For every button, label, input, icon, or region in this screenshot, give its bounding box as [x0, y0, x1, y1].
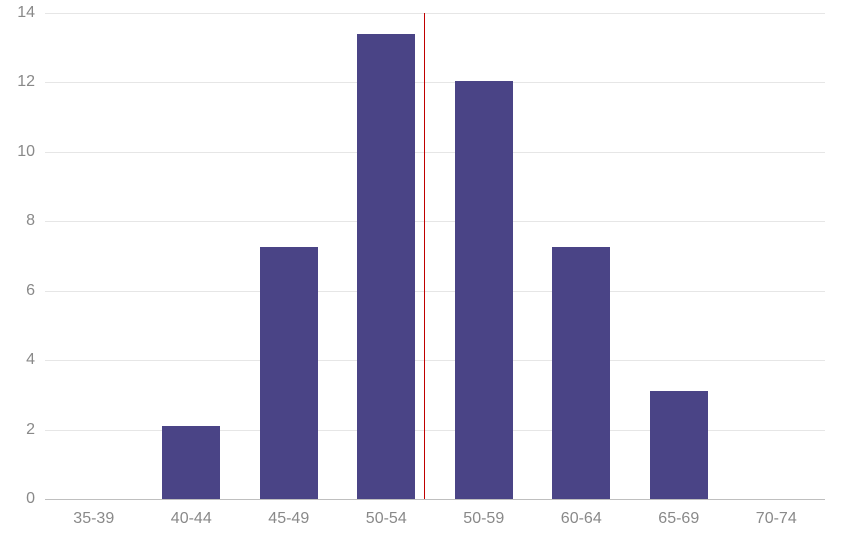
x-tick-label: 60-64 — [561, 510, 602, 528]
y-tick-label: 6 — [26, 282, 35, 300]
y-tick-label: 10 — [17, 143, 35, 161]
x-tick-label: 50-59 — [463, 510, 504, 528]
y-tick-label: 0 — [26, 490, 35, 508]
gridline — [45, 152, 825, 153]
gridline — [45, 82, 825, 83]
y-tick-label: 2 — [26, 421, 35, 439]
bar — [455, 81, 513, 499]
y-tick-label: 8 — [26, 212, 35, 230]
gridline — [45, 221, 825, 222]
y-tick-label: 4 — [26, 351, 35, 369]
gridline — [45, 360, 825, 361]
gridline — [45, 13, 825, 14]
x-tick-label: 35-39 — [73, 510, 114, 528]
bar — [552, 247, 610, 499]
x-tick-label: 65-69 — [658, 510, 699, 528]
x-tick-label: 70-74 — [756, 510, 797, 528]
gridline — [45, 291, 825, 292]
reference-line — [424, 13, 425, 499]
bar — [260, 247, 318, 499]
bar — [357, 34, 415, 499]
histogram-chart: 0 2 4 6 8 10 12 14 35-39 40-44 45-49 50-54 50-59 60-6… — [0, 0, 841, 555]
bar — [162, 426, 220, 499]
y-tick-label: 12 — [17, 73, 35, 91]
x-tick-label: 40-44 — [171, 510, 212, 528]
x-axis-baseline — [45, 499, 825, 500]
x-tick-label: 45-49 — [268, 510, 309, 528]
x-tick-label: 50-54 — [366, 510, 407, 528]
y-tick-label: 14 — [17, 4, 35, 22]
bar — [650, 391, 708, 499]
